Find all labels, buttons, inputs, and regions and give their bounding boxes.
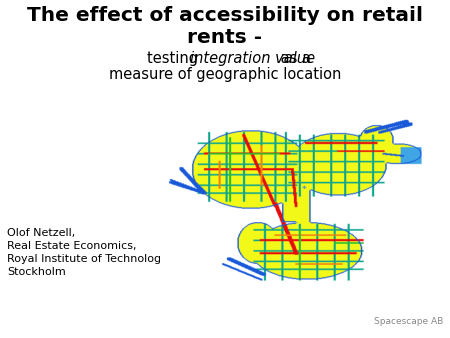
Text: Royal Institute of Technology,: Royal Institute of Technology, — [7, 254, 171, 264]
Text: testing: testing — [147, 51, 203, 66]
Text: Olof Netzell,: Olof Netzell, — [7, 228, 75, 238]
Text: Stockholm: Stockholm — [7, 267, 66, 277]
Text: measure of geographic location: measure of geographic location — [109, 67, 341, 82]
Text: rents -: rents - — [188, 28, 262, 47]
Text: Spacescape AB: Spacescape AB — [374, 317, 443, 326]
Text: as a: as a — [276, 51, 311, 66]
Text: The effect of accessibility on retail: The effect of accessibility on retail — [27, 6, 423, 25]
Text: Real Estate Economics,: Real Estate Economics, — [7, 241, 136, 251]
Text: integration value: integration value — [189, 51, 315, 66]
